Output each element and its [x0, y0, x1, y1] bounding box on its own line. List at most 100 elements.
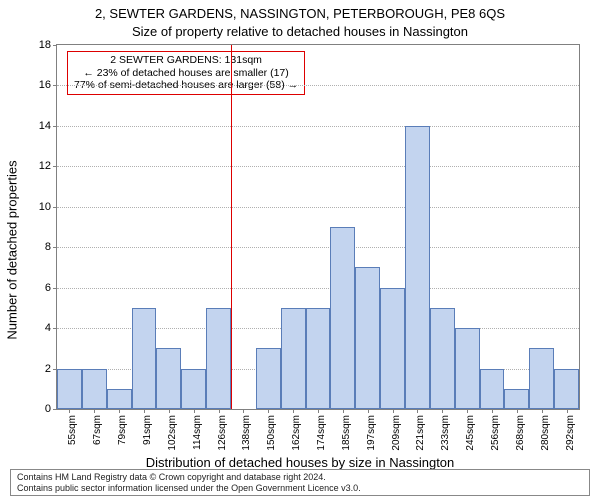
xtick-label: 114sqm — [192, 415, 203, 450]
xtick-mark — [293, 409, 294, 413]
ytick-mark — [53, 288, 57, 289]
xtick-mark — [343, 409, 344, 413]
histogram-bar — [82, 369, 107, 409]
xtick-label: 138sqm — [241, 415, 252, 451]
xtick-mark — [368, 409, 369, 413]
histogram-bar — [156, 348, 181, 409]
ytick-label: 6 — [45, 282, 51, 294]
histogram-bar — [330, 227, 355, 409]
histogram-bar — [455, 328, 480, 409]
xtick-mark — [492, 409, 493, 413]
xtick-label: 233sqm — [440, 415, 451, 451]
x-axis-label: Distribution of detached houses by size … — [0, 455, 600, 470]
ytick-mark — [53, 207, 57, 208]
footer-line-2: Contains public sector information licen… — [17, 483, 583, 493]
ytick-mark — [53, 126, 57, 127]
ytick-label: 10 — [39, 201, 51, 213]
ytick-label: 12 — [39, 160, 51, 172]
ytick-label: 16 — [39, 79, 51, 91]
xtick-label: 174sqm — [316, 415, 327, 451]
ytick-label: 2 — [45, 363, 51, 375]
xtick-mark — [194, 409, 195, 413]
ytick-mark — [53, 166, 57, 167]
xtick-label: 292sqm — [565, 415, 576, 451]
xtick-label: 256sqm — [490, 415, 501, 451]
gridline-h — [57, 126, 579, 127]
ytick-label: 0 — [45, 403, 51, 415]
xtick-mark — [318, 409, 319, 413]
y-axis-label: Number of detached properties — [5, 160, 20, 339]
xtick-mark — [542, 409, 543, 413]
xtick-label: 55sqm — [67, 415, 78, 445]
histogram-bar — [380, 288, 405, 409]
gridline-h — [57, 85, 579, 86]
histogram-bar — [554, 369, 579, 409]
xtick-label: 185sqm — [341, 415, 352, 451]
histogram-bar — [405, 126, 430, 409]
chart-title-main: 2, SEWTER GARDENS, NASSINGTON, PETERBORO… — [0, 6, 600, 21]
histogram-bar — [281, 308, 306, 409]
xtick-label: 126sqm — [217, 415, 228, 451]
histogram-bar — [181, 369, 206, 409]
histogram-bar — [430, 308, 455, 409]
xtick-label: 162sqm — [291, 415, 302, 451]
histogram-bar — [504, 389, 529, 409]
histogram-bar — [206, 308, 231, 409]
xtick-label: 197sqm — [366, 415, 377, 451]
xtick-mark — [219, 409, 220, 413]
xtick-mark — [169, 409, 170, 413]
histogram-chart: 2, SEWTER GARDENS, NASSINGTON, PETERBORO… — [0, 0, 600, 500]
gridline-h — [57, 247, 579, 248]
xtick-label: 102sqm — [167, 415, 178, 451]
xtick-mark — [567, 409, 568, 413]
ytick-mark — [53, 247, 57, 248]
xtick-label: 79sqm — [117, 415, 128, 445]
xtick-mark — [268, 409, 269, 413]
ytick-mark — [53, 85, 57, 86]
annotation-line-2: ← 23% of detached houses are smaller (17… — [74, 67, 298, 80]
histogram-bar — [529, 348, 554, 409]
attribution-footer: Contains HM Land Registry data © Crown c… — [10, 469, 590, 496]
histogram-bar — [132, 308, 157, 409]
histogram-bar — [355, 267, 380, 409]
xtick-mark — [442, 409, 443, 413]
reference-line — [231, 45, 232, 409]
ytick-label: 4 — [45, 322, 51, 334]
xtick-label: 268sqm — [515, 415, 526, 451]
ytick-label: 14 — [39, 120, 51, 132]
xtick-mark — [243, 409, 244, 413]
xtick-label: 67sqm — [92, 415, 103, 445]
xtick-mark — [119, 409, 120, 413]
xtick-label: 150sqm — [266, 415, 277, 451]
xtick-label: 245sqm — [465, 415, 476, 451]
xtick-label: 280sqm — [540, 415, 551, 451]
plot-area: 2 SEWTER GARDENS: 131sqm ← 23% of detach… — [56, 44, 580, 410]
histogram-bar — [306, 308, 331, 409]
histogram-bar — [57, 369, 82, 409]
ytick-mark — [53, 45, 57, 46]
gridline-h — [57, 207, 579, 208]
histogram-bar — [107, 389, 132, 409]
annotation-line-1: 2 SEWTER GARDENS: 131sqm — [74, 54, 298, 67]
xtick-mark — [393, 409, 394, 413]
ytick-mark — [53, 328, 57, 329]
xtick-mark — [517, 409, 518, 413]
footer-line-1: Contains HM Land Registry data © Crown c… — [17, 472, 583, 482]
xtick-mark — [94, 409, 95, 413]
xtick-mark — [144, 409, 145, 413]
xtick-mark — [69, 409, 70, 413]
chart-title-sub: Size of property relative to detached ho… — [0, 24, 600, 39]
ytick-mark — [53, 409, 57, 410]
ytick-label: 18 — [39, 39, 51, 51]
xtick-label: 221sqm — [415, 415, 426, 451]
xtick-mark — [467, 409, 468, 413]
histogram-bar — [480, 369, 505, 409]
xtick-mark — [417, 409, 418, 413]
gridline-h — [57, 166, 579, 167]
ytick-label: 8 — [45, 241, 51, 253]
histogram-bar — [256, 348, 281, 409]
xtick-label: 91sqm — [142, 415, 153, 445]
gridline-h — [57, 288, 579, 289]
annotation-box: 2 SEWTER GARDENS: 131sqm ← 23% of detach… — [67, 51, 305, 95]
xtick-label: 209sqm — [391, 415, 402, 451]
